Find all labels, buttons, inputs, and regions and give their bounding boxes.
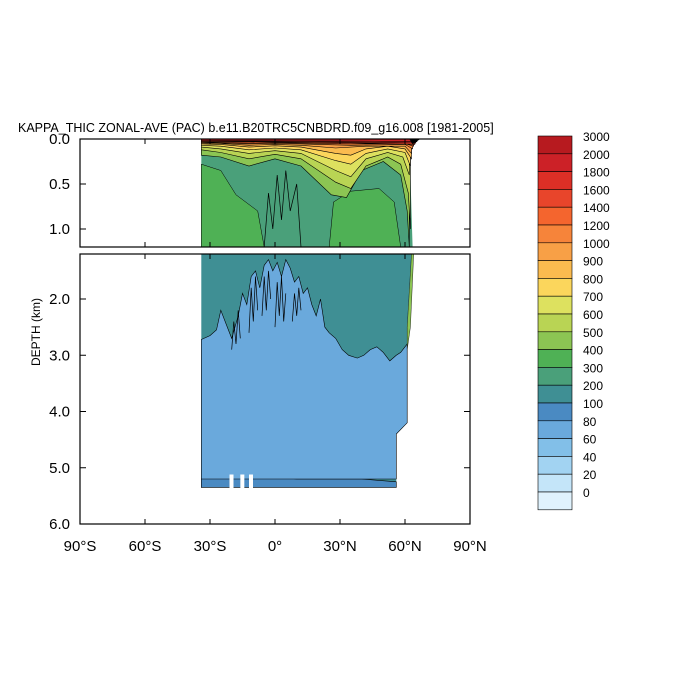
colorbar-label: 1000	[583, 237, 610, 251]
colorbar-label: 40	[583, 450, 597, 464]
y-tick-label: 5.0	[49, 460, 70, 477]
colorbar-swatch	[537, 438, 573, 457]
colorbar-label: 1600	[583, 183, 610, 197]
colorbar-swatch	[537, 206, 573, 226]
colorbar-swatch	[537, 473, 573, 493]
colorbar-label: 700	[583, 290, 603, 304]
colorbar-swatch	[537, 349, 573, 368]
y-tick-label: 3.0	[49, 347, 70, 364]
colorbar-swatch	[537, 278, 573, 297]
field-gap	[249, 474, 253, 491]
x-tick-label: 30°N	[323, 538, 357, 555]
colorbar-label: 60	[583, 433, 597, 447]
colorbar-label: 400	[583, 344, 603, 358]
field-region	[407, 254, 414, 350]
colorbar-swatch	[537, 420, 573, 439]
contour-line	[261, 270, 272, 316]
colorbar-label: 20	[583, 468, 597, 482]
colorbar-label: 900	[583, 255, 603, 269]
colorbar-swatch	[537, 456, 573, 475]
colorbar-swatch	[537, 242, 573, 261]
field-gap	[240, 474, 245, 491]
colorbar-label: 2000	[583, 148, 610, 162]
colorbar-label: 200	[583, 379, 603, 393]
contour-line	[274, 276, 287, 328]
colorbar-label: 0	[583, 486, 590, 500]
x-tick-label: 90°S	[64, 538, 97, 555]
y-tick-label: 2.0	[49, 291, 70, 308]
x-tick-label: 90°N	[453, 538, 487, 555]
x-tick-label: 60°S	[129, 538, 162, 555]
colorbar-label: 1800	[583, 166, 610, 180]
colorbar-label: 600	[583, 308, 603, 322]
colorbar-label: 3000	[583, 130, 610, 144]
colorbar-label: 500	[583, 326, 603, 340]
colorbar-swatch	[537, 331, 573, 350]
colorbar-swatch	[537, 260, 573, 279]
field-region	[201, 163, 265, 247]
y-tick-label: 0.5	[49, 176, 70, 193]
axis-ticks: 90°S 60°S 30°S 0° 30°N 60°N 90°N 0.0 0.5 1.0 2.0 3.…	[49, 131, 487, 555]
colorbar-swatch	[537, 135, 573, 155]
y-tick-label: 6.0	[49, 516, 70, 533]
y-tick-label: 4.0	[49, 404, 70, 421]
colorbar-swatch	[537, 313, 573, 333]
contour-line	[231, 310, 241, 350]
field-region	[409, 139, 421, 145]
colorbar-label: 800	[583, 272, 603, 286]
contour-line	[263, 170, 302, 247]
lower-panel-field	[201, 254, 414, 491]
y-tick-label: 1.0	[49, 221, 70, 238]
y-axis-label: DEPTH (km)	[29, 298, 43, 366]
contour-line	[248, 276, 259, 333]
x-tick-label: 60°N	[388, 538, 422, 555]
colorbar-swatch	[537, 171, 573, 190]
colorbar-label: 80	[583, 415, 597, 429]
colorbar-label: 100	[583, 397, 603, 411]
colorbar-label: 300	[583, 361, 603, 375]
colorbar-swatch	[537, 189, 573, 208]
colorbar: 3000200018001600140012001000900800700600…	[537, 130, 610, 511]
colorbar-swatch	[537, 491, 573, 511]
chart-title: KAPPA_THIC ZONAL-AVE (PAC) b.e11.B20TRC5…	[18, 121, 494, 135]
x-tick-label: 0°	[268, 538, 282, 555]
contour-line	[291, 287, 302, 322]
x-tick-label: 30°S	[194, 538, 227, 555]
colorbar-swatch	[537, 402, 573, 422]
colorbar-swatch	[537, 367, 573, 386]
field-region	[328, 188, 401, 247]
colorbar-swatch	[537, 153, 573, 172]
colorbar-label: 1400	[583, 201, 610, 215]
colorbar-swatch	[537, 295, 573, 315]
y-tick-label: 0.0	[49, 131, 70, 148]
field-gap	[229, 474, 234, 491]
upper-panel-field	[201, 139, 421, 247]
colorbar-swatch	[537, 384, 573, 404]
colorbar-label: 1200	[583, 219, 610, 233]
colorbar-swatch	[537, 224, 573, 244]
